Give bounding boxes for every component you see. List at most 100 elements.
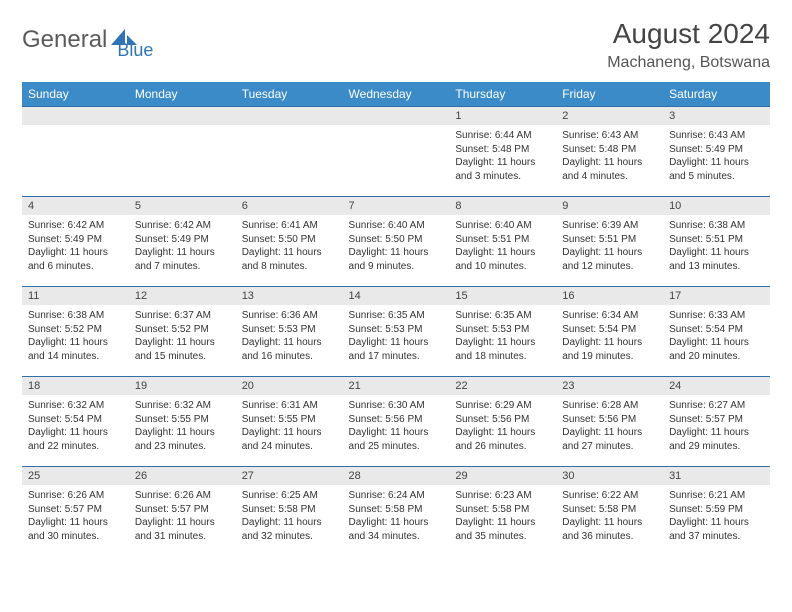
daylight-line: Daylight: 11 hours and 22 minutes. bbox=[28, 426, 123, 453]
sunrise-line: Sunrise: 6:22 AM bbox=[562, 489, 657, 503]
sunset-line: Sunset: 5:58 PM bbox=[242, 503, 337, 517]
daylight-line: Daylight: 11 hours and 15 minutes. bbox=[135, 336, 230, 363]
day-number: 29 bbox=[449, 467, 556, 485]
calendar-day-cell: 4Sunrise: 6:42 AMSunset: 5:49 PMDaylight… bbox=[22, 197, 129, 287]
sunset-line: Sunset: 5:48 PM bbox=[455, 143, 550, 157]
weekday-header: Thursday bbox=[449, 82, 556, 107]
daylight-line: Daylight: 11 hours and 3 minutes. bbox=[455, 156, 550, 183]
sunset-line: Sunset: 5:52 PM bbox=[28, 323, 123, 337]
sunset-line: Sunset: 5:49 PM bbox=[669, 143, 764, 157]
day-number: 2 bbox=[556, 107, 663, 125]
calendar-day-cell: 1Sunrise: 6:44 AMSunset: 5:48 PMDaylight… bbox=[449, 107, 556, 197]
calendar-week-row: 25Sunrise: 6:26 AMSunset: 5:57 PMDayligh… bbox=[22, 467, 770, 557]
sunrise-line: Sunrise: 6:42 AM bbox=[135, 219, 230, 233]
calendar-header-row: SundayMondayTuesdayWednesdayThursdayFrid… bbox=[22, 82, 770, 107]
day-details: Sunrise: 6:31 AMSunset: 5:55 PMDaylight:… bbox=[236, 395, 343, 459]
calendar-day-cell: 20Sunrise: 6:31 AMSunset: 5:55 PMDayligh… bbox=[236, 377, 343, 467]
day-details: Sunrise: 6:42 AMSunset: 5:49 PMDaylight:… bbox=[22, 215, 129, 279]
sunset-line: Sunset: 5:50 PM bbox=[349, 233, 444, 247]
day-number: 18 bbox=[22, 377, 129, 395]
sunrise-line: Sunrise: 6:28 AM bbox=[562, 399, 657, 413]
sunrise-line: Sunrise: 6:27 AM bbox=[669, 399, 764, 413]
day-details: Sunrise: 6:25 AMSunset: 5:58 PMDaylight:… bbox=[236, 485, 343, 549]
calendar-day-cell: 23Sunrise: 6:28 AMSunset: 5:56 PMDayligh… bbox=[556, 377, 663, 467]
day-details: Sunrise: 6:44 AMSunset: 5:48 PMDaylight:… bbox=[449, 125, 556, 189]
sunset-line: Sunset: 5:56 PM bbox=[455, 413, 550, 427]
calendar-day-cell: 5Sunrise: 6:42 AMSunset: 5:49 PMDaylight… bbox=[129, 197, 236, 287]
weekday-header: Friday bbox=[556, 82, 663, 107]
daylight-line: Daylight: 11 hours and 25 minutes. bbox=[349, 426, 444, 453]
title-block: August 2024 Machaneng, Botswana bbox=[607, 18, 770, 72]
day-number: 31 bbox=[663, 467, 770, 485]
daylight-line: Daylight: 11 hours and 14 minutes. bbox=[28, 336, 123, 363]
calendar-day-cell: 15Sunrise: 6:35 AMSunset: 5:53 PMDayligh… bbox=[449, 287, 556, 377]
daylight-line: Daylight: 11 hours and 12 minutes. bbox=[562, 246, 657, 273]
weekday-header: Sunday bbox=[22, 82, 129, 107]
sunset-line: Sunset: 5:49 PM bbox=[28, 233, 123, 247]
daylight-line: Daylight: 11 hours and 36 minutes. bbox=[562, 516, 657, 543]
daylight-line: Daylight: 11 hours and 29 minutes. bbox=[669, 426, 764, 453]
empty-day-strip bbox=[343, 107, 450, 125]
daylight-line: Daylight: 11 hours and 27 minutes. bbox=[562, 426, 657, 453]
daylight-line: Daylight: 11 hours and 20 minutes. bbox=[669, 336, 764, 363]
daylight-line: Daylight: 11 hours and 35 minutes. bbox=[455, 516, 550, 543]
day-details: Sunrise: 6:26 AMSunset: 5:57 PMDaylight:… bbox=[22, 485, 129, 549]
day-number: 22 bbox=[449, 377, 556, 395]
sunrise-line: Sunrise: 6:21 AM bbox=[669, 489, 764, 503]
sunset-line: Sunset: 5:51 PM bbox=[455, 233, 550, 247]
daylight-line: Daylight: 11 hours and 34 minutes. bbox=[349, 516, 444, 543]
sunrise-line: Sunrise: 6:26 AM bbox=[28, 489, 123, 503]
sunset-line: Sunset: 5:57 PM bbox=[669, 413, 764, 427]
weekday-header: Saturday bbox=[663, 82, 770, 107]
sunrise-line: Sunrise: 6:32 AM bbox=[135, 399, 230, 413]
day-details: Sunrise: 6:35 AMSunset: 5:53 PMDaylight:… bbox=[343, 305, 450, 369]
day-number: 6 bbox=[236, 197, 343, 215]
daylight-line: Daylight: 11 hours and 32 minutes. bbox=[242, 516, 337, 543]
calendar-day-cell: 24Sunrise: 6:27 AMSunset: 5:57 PMDayligh… bbox=[663, 377, 770, 467]
sunrise-line: Sunrise: 6:43 AM bbox=[562, 129, 657, 143]
day-number: 8 bbox=[449, 197, 556, 215]
daylight-line: Daylight: 11 hours and 17 minutes. bbox=[349, 336, 444, 363]
calendar-day-cell: 10Sunrise: 6:38 AMSunset: 5:51 PMDayligh… bbox=[663, 197, 770, 287]
sunrise-line: Sunrise: 6:42 AM bbox=[28, 219, 123, 233]
calendar-day-cell: 8Sunrise: 6:40 AMSunset: 5:51 PMDaylight… bbox=[449, 197, 556, 287]
sunset-line: Sunset: 5:51 PM bbox=[562, 233, 657, 247]
sunrise-line: Sunrise: 6:34 AM bbox=[562, 309, 657, 323]
sunset-line: Sunset: 5:53 PM bbox=[242, 323, 337, 337]
calendar-day-cell: 31Sunrise: 6:21 AMSunset: 5:59 PMDayligh… bbox=[663, 467, 770, 557]
day-number: 27 bbox=[236, 467, 343, 485]
sunrise-line: Sunrise: 6:39 AM bbox=[562, 219, 657, 233]
day-details: Sunrise: 6:27 AMSunset: 5:57 PMDaylight:… bbox=[663, 395, 770, 459]
day-number: 13 bbox=[236, 287, 343, 305]
day-number: 7 bbox=[343, 197, 450, 215]
calendar-empty-cell bbox=[22, 107, 129, 197]
calendar-day-cell: 22Sunrise: 6:29 AMSunset: 5:56 PMDayligh… bbox=[449, 377, 556, 467]
sunrise-line: Sunrise: 6:35 AM bbox=[349, 309, 444, 323]
sunset-line: Sunset: 5:52 PM bbox=[135, 323, 230, 337]
sunrise-line: Sunrise: 6:31 AM bbox=[242, 399, 337, 413]
sunset-line: Sunset: 5:56 PM bbox=[349, 413, 444, 427]
sunrise-line: Sunrise: 6:29 AM bbox=[455, 399, 550, 413]
day-number: 30 bbox=[556, 467, 663, 485]
sunset-line: Sunset: 5:58 PM bbox=[562, 503, 657, 517]
day-details: Sunrise: 6:28 AMSunset: 5:56 PMDaylight:… bbox=[556, 395, 663, 459]
day-number: 4 bbox=[22, 197, 129, 215]
sunrise-line: Sunrise: 6:38 AM bbox=[669, 219, 764, 233]
sunrise-line: Sunrise: 6:37 AM bbox=[135, 309, 230, 323]
sunset-line: Sunset: 5:59 PM bbox=[669, 503, 764, 517]
sunset-line: Sunset: 5:50 PM bbox=[242, 233, 337, 247]
sunrise-line: Sunrise: 6:40 AM bbox=[455, 219, 550, 233]
sunset-line: Sunset: 5:54 PM bbox=[28, 413, 123, 427]
calendar-day-cell: 2Sunrise: 6:43 AMSunset: 5:48 PMDaylight… bbox=[556, 107, 663, 197]
day-details: Sunrise: 6:43 AMSunset: 5:49 PMDaylight:… bbox=[663, 125, 770, 189]
daylight-line: Daylight: 11 hours and 7 minutes. bbox=[135, 246, 230, 273]
daylight-line: Daylight: 11 hours and 9 minutes. bbox=[349, 246, 444, 273]
sunrise-line: Sunrise: 6:36 AM bbox=[242, 309, 337, 323]
day-number: 1 bbox=[449, 107, 556, 125]
day-number: 20 bbox=[236, 377, 343, 395]
calendar-week-row: 4Sunrise: 6:42 AMSunset: 5:49 PMDaylight… bbox=[22, 197, 770, 287]
day-number: 25 bbox=[22, 467, 129, 485]
weekday-header: Monday bbox=[129, 82, 236, 107]
day-number: 10 bbox=[663, 197, 770, 215]
day-number: 5 bbox=[129, 197, 236, 215]
